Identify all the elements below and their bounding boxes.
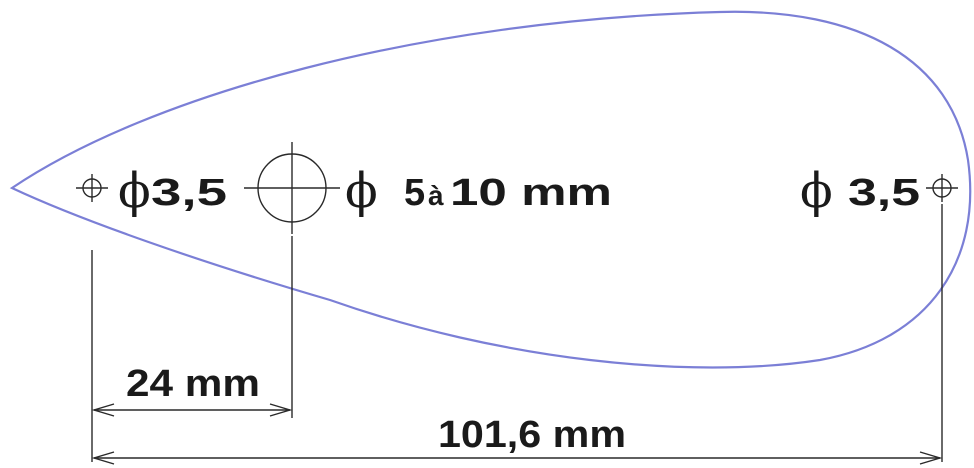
center-hole-symbol (244, 142, 340, 234)
right-diameter-value: 3,5 (848, 172, 920, 214)
left-diameter-value: 3,5 (151, 172, 227, 214)
dimension-line-24mm (94, 404, 290, 416)
center-diameter-max: 10 mm (450, 172, 612, 214)
left-diameter-symbol: ϕ (118, 163, 151, 219)
right-diameter-symbol: ϕ (800, 163, 833, 219)
center-diameter-min: 5 (404, 172, 425, 214)
dimension-label-24mm: 24 mm (126, 363, 260, 405)
center-diameter-symbol: ϕ (345, 163, 378, 219)
center-diameter-range-word: à (428, 180, 444, 211)
left-hole-symbol (76, 174, 108, 202)
dimension-label-overall: 101,6 mm (438, 414, 626, 456)
right-hole-symbol (926, 174, 958, 202)
